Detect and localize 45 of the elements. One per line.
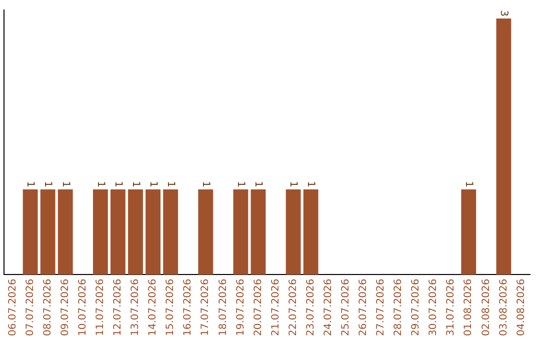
x-tick-label: 22.07.2026 [288, 278, 299, 336]
x-tick-label: 09.07.2026 [60, 278, 71, 336]
x-tick-label: 08.07.2026 [42, 278, 54, 336]
x-tick-label: 28.07.2026 [393, 278, 404, 336]
x-tick-label: 30.07.2026 [428, 278, 440, 336]
x-tick-label: 21.07.2026 [270, 278, 282, 336]
data-label: 1 [42, 180, 54, 188]
x-tick-label: 14.07.2026 [148, 278, 159, 336]
data-label: 1 [147, 180, 158, 188]
data-label: 1 [252, 180, 264, 188]
data-label: 1 [288, 180, 299, 188]
data-label: 1 [60, 180, 71, 188]
x-tick-label: 02.08.2026 [480, 278, 492, 336]
x-tick-label: 17.07.2026 [200, 278, 212, 336]
x-tick-label: 29.07.2026 [410, 278, 422, 336]
x-tick-label: 23.07.2026 [305, 278, 316, 336]
data-label: 1 [164, 180, 176, 188]
data-label: 1 [305, 180, 316, 188]
data-label: 1 [94, 180, 106, 188]
x-tick-label: 24.07.2026 [322, 278, 334, 336]
x-tick-label: 25.07.2026 [340, 278, 352, 336]
x-tick-label: 01.08.2026 [463, 278, 474, 336]
x-tick-label: 27.07.2026 [376, 278, 387, 336]
x-tick-label: 10.07.2026 [77, 278, 88, 336]
x-tick-label: 15.07.2026 [165, 278, 176, 336]
data-label: 1 [200, 180, 212, 188]
x-tick-label: 31.07.2026 [446, 278, 457, 336]
x-tick-label: 20.07.2026 [252, 278, 264, 336]
x-tick-label: 13.07.2026 [130, 278, 142, 336]
data-label: 1 [235, 180, 246, 188]
x-tick-label: 06.07.2026 [7, 278, 18, 336]
x-tick-label: 18.07.2026 [218, 278, 229, 336]
x-tick-label: 16.07.2026 [182, 278, 194, 336]
x-tick-label: 11.07.2026 [95, 278, 106, 336]
x-tick-label: 04.08.2026 [516, 278, 527, 336]
data-label: 1 [463, 180, 474, 188]
x-tick-label: 12.07.2026 [112, 278, 124, 336]
x-tick-label: 07.07.2026 [24, 278, 36, 336]
x-tick-label: 19.07.2026 [235, 278, 246, 336]
data-label: 1 [24, 180, 36, 188]
data-label: 1 [130, 180, 141, 188]
data-label: 3 [498, 10, 510, 17]
x-tick-label: 26.07.2026 [358, 278, 370, 336]
x-tick-label: 03.08.2026 [498, 278, 510, 336]
data-label: 1 [112, 180, 124, 188]
